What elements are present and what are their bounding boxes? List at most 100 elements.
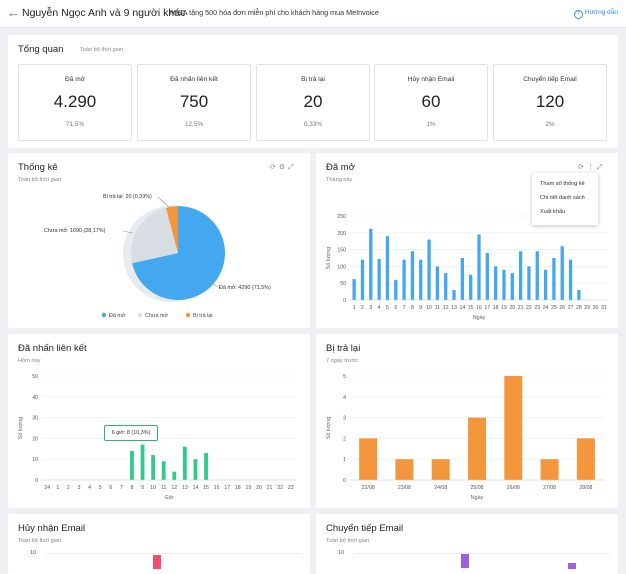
kpi-opened[interactable]: Đã mở 4.290 71,5% <box>18 64 132 141</box>
overview-period: Toàn bộ thời gian <box>80 47 124 53</box>
y-tick-label: 20 <box>32 436 38 442</box>
menu-item-export[interactable]: Xuất khẩu <box>540 209 566 215</box>
menu-item-params[interactable]: Tham số thống kê <box>540 181 585 187</box>
x-tick-label: 16 <box>214 485 220 491</box>
bar <box>130 450 134 480</box>
bar <box>204 452 208 480</box>
bounced-period: 7 ngày trước <box>326 358 358 364</box>
x-tick-label: 16 <box>476 305 482 311</box>
x-tick-label: 15 <box>203 485 209 491</box>
stats-tools: ⟳⚙⤢ <box>270 163 297 172</box>
x-tick-label: 23/08 <box>398 485 411 491</box>
x-tick-label: 4 <box>88 485 91 491</box>
bar <box>460 258 465 300</box>
x-tick-label: 6 <box>394 305 397 311</box>
y-tick-label: 0 <box>35 478 38 484</box>
kpi-value: 20 <box>303 92 323 111</box>
x-tick-label: 28 <box>576 305 582 311</box>
x-tick-label: 19 <box>245 485 251 491</box>
bar <box>477 234 481 300</box>
refresh-icon[interactable]: ⟳ <box>578 164 587 171</box>
x-tick-label: 17 <box>484 305 490 311</box>
x-tick-label: 2 <box>361 305 364 311</box>
bar <box>140 444 145 480</box>
x-tick-label: 17 <box>224 485 230 491</box>
bar <box>377 259 381 300</box>
legend-label-bounced[interactable]: Bị trả lại <box>193 313 212 319</box>
expand-icon[interactable]: ⤢ <box>596 164 606 171</box>
more-icon[interactable]: ⋮ <box>586 164 597 171</box>
stats-period: Toàn bộ thời gian <box>18 177 62 183</box>
x-tick-label: 22/08 <box>362 485 375 491</box>
help-link[interactable]: ? Hướng dẫn <box>573 9 618 19</box>
refresh-icon[interactable]: ⟳ <box>270 164 279 171</box>
bar <box>182 446 187 480</box>
kpi-label: Bị trả lại <box>301 76 325 83</box>
bar <box>543 269 548 300</box>
x-tick-label: 23 <box>288 485 294 491</box>
bar <box>419 259 423 300</box>
y-tick-label: 100 <box>337 264 346 270</box>
kpi-percent: 0,33% <box>303 121 323 128</box>
legend-dot-unopened <box>137 312 143 318</box>
x-tick-label: 20 <box>509 305 515 311</box>
bar <box>369 228 373 300</box>
pie-slice-opened <box>132 206 225 300</box>
bar <box>576 438 595 480</box>
kpi-value: 120 <box>535 92 565 111</box>
bar <box>577 289 581 300</box>
x-tick-label: 21 <box>518 305 524 311</box>
kpi-bounced[interactable]: Bị trả lại 20 0,33% <box>256 64 370 141</box>
kpi-clicked[interactable]: Đã nhấn liên kết 750 12,5% <box>137 64 251 141</box>
x-tick-label: 28/08 <box>579 485 592 491</box>
menu-item-details[interactable]: Chi tiết danh sách <box>540 195 585 201</box>
x-tick-label: 2 <box>67 485 70 491</box>
back-arrow-icon[interactable]: ← <box>7 5 20 20</box>
pie-leader-opened <box>207 280 219 288</box>
legend-label-opened[interactable]: Đã mở <box>109 312 126 319</box>
x-tick-label: 6 <box>109 485 112 491</box>
forward-title: Chuyển tiếp Email <box>326 523 404 534</box>
kpi-label: Đã mở <box>64 76 86 83</box>
x-tick-label: 20 <box>256 485 262 491</box>
x-tick-label: 11 <box>161 485 166 491</box>
x-tick-label: 3 <box>78 485 81 491</box>
bounced-bar-chart: 0 1 2 3 4 5 22/08 23/08 24/08 25/08 26/08 27/08 28/0… <box>326 374 604 501</box>
legend-label-unopened[interactable]: Chưa mở <box>145 312 168 319</box>
legend-dot-bounced <box>185 312 191 318</box>
kpi-unsubscribed[interactable]: Hủy nhận Email 60 1% <box>374 64 488 141</box>
x-tick-label: 15 <box>468 305 474 311</box>
y-tick-label: 10 <box>32 457 38 463</box>
x-tick-label: 9 <box>141 485 144 491</box>
bar <box>568 563 576 569</box>
x-tick-label: 24 <box>44 485 50 491</box>
kpi-forwarded[interactable]: Chuyển tiếp Email 120 2% <box>493 64 607 141</box>
x-tick-label: 31 <box>601 305 607 311</box>
promo-text[interactable]: MISA tặng 500 hóa đơn miễn phí cho khách… <box>170 8 379 17</box>
stats-title: Thống kê <box>18 162 58 173</box>
bar <box>527 266 531 300</box>
x-tick-label: 14 <box>459 305 465 311</box>
bar <box>485 252 489 300</box>
kpi-label: Đã nhấn liên kết <box>170 76 218 83</box>
y-tick-label: 50 <box>340 281 346 287</box>
expand-icon[interactable]: ⤢ <box>288 164 297 171</box>
x-tick-label: 11 <box>435 305 440 311</box>
stats-pie-chart: Bị trả lại: 20 (0,33%) Chưa mở: 1690 (28… <box>44 194 271 319</box>
bar <box>193 459 198 480</box>
y-tick-label: 150 <box>337 248 346 254</box>
x-tick-label: 18 <box>493 305 499 311</box>
x-tick-label: 1 <box>56 485 59 491</box>
settings-icon[interactable]: ⚙ <box>278 164 289 171</box>
bar <box>410 251 415 300</box>
x-tick-label: 30 <box>593 305 599 311</box>
y-tick-label: 30 <box>32 416 38 422</box>
kpi-percent: 71,5% <box>65 121 85 128</box>
x-tick-label: 4 <box>378 305 381 311</box>
chart-tooltip: 6 giờ: 8 (10,3%) <box>104 425 158 441</box>
y-tick-label: 40 <box>32 395 38 401</box>
kpi-percent: 12,5% <box>184 121 204 128</box>
bar <box>394 279 398 300</box>
x-tick-label: 27 <box>568 305 574 311</box>
x-tick-label: 10 <box>150 485 156 491</box>
